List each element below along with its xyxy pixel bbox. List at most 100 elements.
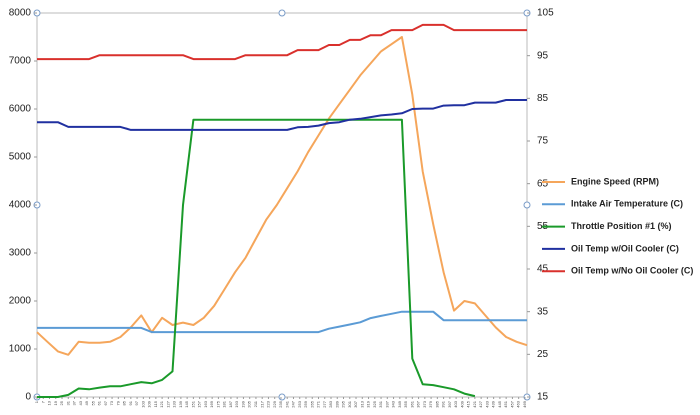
y2-tick-label: 95 — [537, 50, 549, 61]
y-tick-label: 2000 — [9, 296, 32, 307]
y-tick-label: 7000 — [9, 56, 32, 67]
x-tick-label: 421 — [472, 400, 477, 407]
legend-label: Oil Temp w/Oil Cooler (C) — [571, 243, 679, 253]
y-tick-label: 1000 — [9, 344, 32, 355]
x-tick-label: 403 — [453, 400, 458, 407]
series-line — [37, 99, 527, 131]
x-tick-label: 241 — [284, 400, 289, 407]
x-tick-label: 259 — [303, 400, 308, 407]
x-tick-label: 433 — [484, 400, 489, 407]
y-tick-label: 3000 — [9, 248, 32, 259]
x-tick-label: 229 — [272, 400, 277, 407]
x-tick-label: 265 — [309, 400, 314, 407]
legend-label: Intake Air Temperature (C) — [571, 199, 683, 209]
y2-tick-label: 35 — [537, 306, 549, 317]
x-tick-label: 289 — [334, 400, 339, 407]
x-tick-label: 175 — [215, 400, 220, 407]
x-tick-label: 343 — [391, 400, 396, 407]
x-tick-label: 13 — [47, 400, 52, 405]
x-tick-label: 457 — [509, 400, 514, 407]
y-tick-label: 8000 — [9, 8, 32, 19]
x-tick-label: 103 — [140, 400, 145, 407]
x-tick-label: 85 — [122, 400, 127, 405]
x-tick-label: 295 — [341, 400, 346, 407]
y2-tick-label: 65 — [537, 178, 549, 189]
x-tick-label: 91 — [128, 400, 133, 405]
x-tick-label: 469 — [522, 400, 527, 407]
legend-label: Engine Speed (RPM) — [571, 176, 659, 186]
x-tick-label: 223 — [266, 400, 271, 407]
x-tick-label: 361 — [409, 400, 414, 407]
x-tick-label: 271 — [316, 400, 321, 407]
x-tick-label: 121 — [159, 400, 164, 407]
series-line — [36, 36, 528, 356]
x-tick-label: 145 — [184, 400, 189, 407]
x-tick-label: 67 — [103, 400, 108, 405]
y-tick-label: 0 — [25, 392, 31, 403]
y2-tick-label: 25 — [537, 349, 549, 360]
x-tick-label: 187 — [228, 400, 233, 407]
x-tick-label: 367 — [416, 400, 421, 407]
x-tick-label: 163 — [203, 400, 208, 407]
x-tick-label: 115 — [153, 400, 158, 407]
y2-tick-label: 105 — [537, 8, 554, 19]
y-tick-label: 5000 — [9, 152, 32, 163]
x-tick-label: 157 — [197, 400, 202, 407]
x-tick-label: 127 — [165, 400, 170, 407]
x-tick-label: 61 — [97, 400, 102, 405]
x-tick-label: 301 — [347, 400, 352, 407]
x-tick-label: 73 — [109, 400, 114, 405]
x-tick-label: 373 — [422, 400, 427, 407]
x-tick-label: 391 — [441, 400, 446, 407]
y2-tick-label: 85 — [537, 93, 549, 104]
series-line — [37, 118, 476, 398]
x-tick-label: 181 — [222, 400, 227, 407]
x-tick-label: 355 — [403, 400, 408, 407]
y2-tick-label: 75 — [537, 136, 549, 147]
y2-tick-label: 15 — [537, 392, 549, 403]
x-tick-label: 151 — [190, 400, 195, 407]
x-tick-label: 313 — [359, 400, 364, 407]
x-tick-label: 211 — [253, 400, 258, 407]
x-tick-label: 379 — [428, 400, 433, 407]
x-tick-label: 49 — [84, 400, 89, 405]
x-tick-label: 193 — [234, 400, 239, 407]
y-tick-label: 4000 — [9, 200, 32, 211]
series-line — [37, 310, 527, 334]
x-tick-label: 19 — [53, 400, 58, 405]
x-tick-label: 439 — [491, 400, 496, 407]
x-tick-label: 415 — [466, 400, 471, 407]
x-tick-label: 325 — [372, 400, 377, 407]
legend-label: Throttle Position #1 (%) — [571, 221, 672, 231]
x-tick-label: 463 — [516, 400, 521, 407]
y2-tick-label: 45 — [537, 264, 549, 275]
x-tick-label: 1 — [34, 400, 39, 403]
x-tick-label: 79 — [115, 400, 120, 405]
x-tick-label: 217 — [259, 400, 264, 407]
y-tick-label: 6000 — [9, 104, 32, 115]
x-tick-label: 133 — [172, 400, 177, 407]
x-tick-label: 283 — [328, 400, 333, 407]
x-tick-label: 235 — [278, 400, 283, 407]
plot-frame — [36, 12, 528, 398]
x-tick-label: 199 — [240, 400, 245, 407]
x-tick-label: 43 — [78, 400, 83, 405]
x-tick-label: 55 — [90, 400, 95, 405]
x-tick-label: 427 — [478, 400, 483, 407]
x-tick-label: 385 — [434, 400, 439, 407]
x-tick-label: 139 — [178, 400, 183, 407]
x-tick-label: 7 — [40, 400, 45, 403]
x-tick-label: 169 — [209, 400, 214, 407]
x-tick-label: 97 — [134, 400, 139, 405]
x-tick-label: 247 — [291, 400, 296, 407]
x-tick-label: 205 — [247, 400, 252, 407]
x-tick-label: 31 — [65, 400, 70, 405]
x-tick-label: 37 — [72, 400, 77, 405]
x-tick-label: 277 — [322, 400, 327, 407]
x-tick-label: 319 — [366, 400, 371, 407]
x-tick-label: 25 — [59, 400, 64, 405]
x-tick-label: 349 — [397, 400, 402, 407]
series-line — [37, 23, 527, 61]
selection-handles — [33, 9, 531, 401]
legend-label: Oil Temp w/No Oil Cooler (C) — [571, 266, 693, 276]
